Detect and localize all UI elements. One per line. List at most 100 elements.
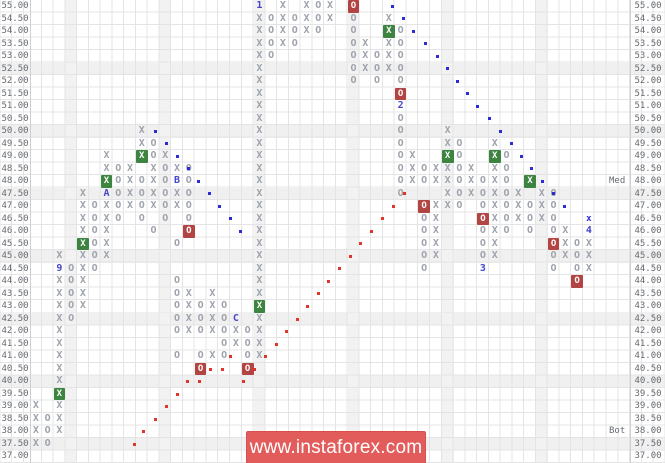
pf-x: X [491,200,498,212]
pf-x: X [585,262,592,274]
price-label-left: 53.00 [1,51,29,62]
price-label-left: 49.00 [1,151,29,162]
price-label-right: 39.00 [634,401,662,412]
pf-x: X [491,162,498,174]
pf-x: X [279,12,286,24]
price-label-right: 49.00 [634,151,662,162]
pf-o: O [421,225,428,237]
pf-x: X [185,287,192,299]
pf-x: X [32,400,39,412]
pf-o: O [374,75,381,87]
pf-x: X [538,187,545,199]
pf-x: X [209,300,216,312]
pf-o: O [350,12,357,24]
pf-month-label: 3 [479,262,486,274]
pf-x: X [444,162,451,174]
pf-red-o-box: O [547,237,560,251]
pf-green-x-box: X [441,150,454,163]
price-label-left: 44.00 [1,276,29,287]
pf-o: O [421,175,428,187]
pf-o: O [174,275,181,287]
price-label-left: 48.00 [1,176,29,187]
pf-x: X [562,237,569,249]
pf-o: O [397,125,404,137]
pf-x: X [256,200,263,212]
pf-o: O [138,175,145,187]
pf-o: O [550,200,557,212]
price-label-left: 51.00 [1,101,29,112]
blue-trend-dot [562,204,566,208]
pf-o: O [268,37,275,49]
red-trend-dot [185,380,189,384]
red-trend-dot [358,242,362,246]
pf-o: O [115,212,122,224]
pf-o: O [397,37,404,49]
red-trend-dot [316,292,320,296]
pf-o: O [574,250,581,262]
pf-o: O [550,262,557,274]
pf-x: X [79,300,86,312]
price-label-left: 40.50 [1,363,29,374]
pf-o: O [350,62,357,74]
pf-x: X [79,225,86,237]
pf-red-o-box: O [241,362,254,376]
price-label-right: 46.00 [634,226,662,237]
pf-o: O [350,25,357,37]
price-label-left: 45.50 [1,238,29,249]
pf-x: X [79,250,86,262]
pf-o: O [550,212,557,224]
pf-x: X [32,412,39,424]
blue-trend-dot [153,129,157,133]
pf-x: X [56,337,63,349]
price-label-right: 41.50 [634,338,662,349]
pf-x: X [256,225,263,237]
pf-green-x-box: X [524,175,536,188]
price-label-right: 48.50 [634,163,662,174]
pf-x: X [79,275,86,287]
pf-red-o-box: O [182,225,195,238]
price-label-right: 48.00 [634,176,662,187]
pf-x: X [515,200,522,212]
pf-x: X [279,0,286,11]
red-trend-dot [305,304,309,308]
pf-o: O [479,225,486,237]
pf-x: X [303,25,310,37]
pf-o: O [150,225,157,237]
pf-o: O [291,12,298,24]
blue-trend-dot [519,154,523,158]
blue-trend-dot [196,179,200,183]
pf-x: X [444,187,451,199]
pf-x: X [256,162,263,174]
red-trend-dot [220,367,224,371]
price-label-left: 54.00 [1,26,29,37]
pf-o: O [479,200,486,212]
pf-month-label: B [174,175,181,187]
pf-o: O [550,225,557,237]
pf-o: O [68,287,75,299]
pf-o: O [244,337,251,349]
red-trend-dot [402,192,406,196]
watermark-banner[interactable]: www.instaforex.com [246,431,426,463]
pf-o: O [174,312,181,324]
pf-o: O [268,12,275,24]
pf-x: X [256,112,263,124]
price-label-left: 43.50 [1,288,29,299]
left-axis-separator [30,0,31,463]
pf-x: X [491,250,498,262]
blue-trend-dot [390,4,394,8]
price-label-left: 53.50 [1,38,29,49]
pf-x: X [432,250,439,262]
pf-o: O [44,425,51,437]
pf-x: X [126,187,133,199]
pf-x: X [409,175,416,187]
price-label-left: 44.50 [1,263,29,274]
pf-x: X [432,237,439,249]
pf-x: X [256,175,263,187]
price-label-left: 50.50 [1,113,29,124]
pf-x: X [491,137,498,149]
pf-o: O [221,312,228,324]
pf-x: X [103,212,110,224]
blue-trend-dot [445,67,449,71]
pf-o: O [456,200,463,212]
price-label-right: 51.50 [634,88,662,99]
